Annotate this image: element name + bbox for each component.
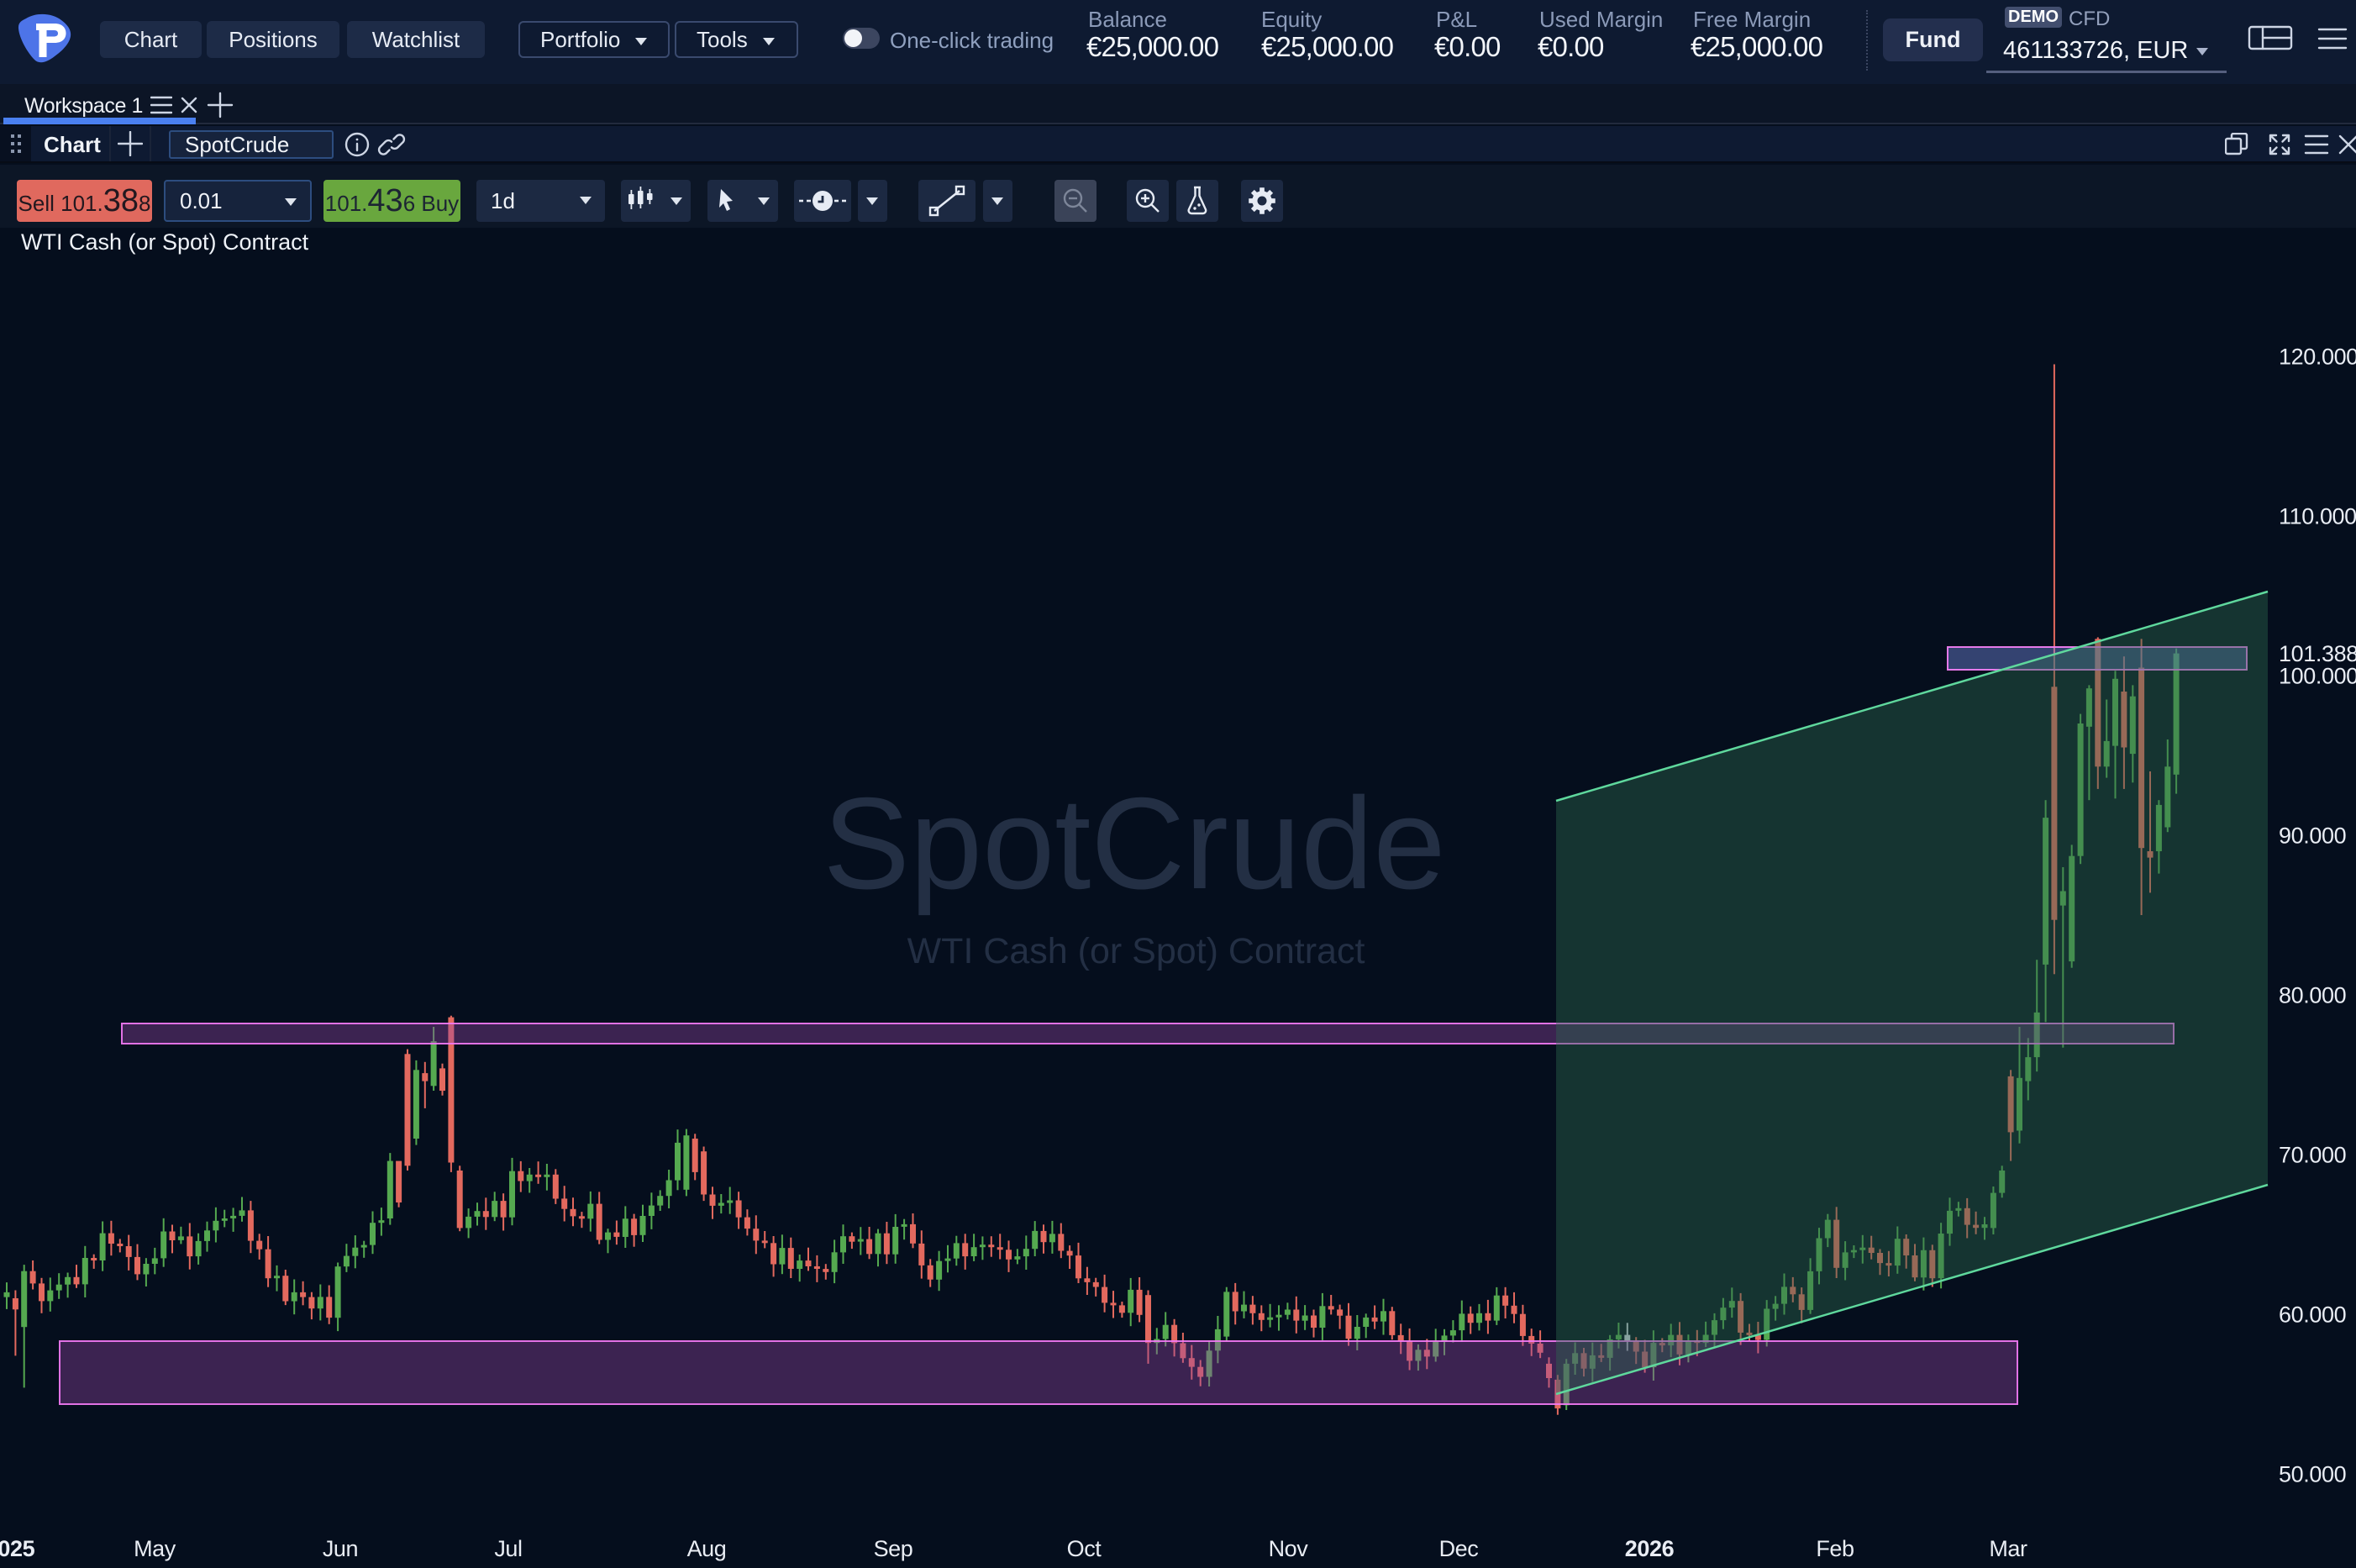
svg-text:SpotCrude: SpotCrude [823,771,1445,916]
svg-text:May: May [134,1536,176,1561]
svg-text:Mar: Mar [1989,1536,2027,1561]
svg-text:Jul: Jul [494,1536,522,1561]
svg-text:WTI Cash (or Spot) Contract: WTI Cash (or Spot) Contract [21,229,309,255]
svg-text:110.000: 110.000 [2279,504,2356,529]
svg-text:Jun: Jun [323,1536,358,1561]
svg-text:100.000: 100.000 [2279,664,2356,689]
svg-text:101.388: 101.388 [2279,641,2356,666]
svg-text:120.000: 120.000 [2279,345,2356,370]
svg-text:50.000: 50.000 [2279,1462,2346,1487]
svg-text:Sep: Sep [874,1536,913,1561]
svg-text:WTI Cash (or Spot) Contract: WTI Cash (or Spot) Contract [907,931,1365,971]
svg-text:80.000: 80.000 [2279,983,2346,1008]
svg-text:70.000: 70.000 [2279,1143,2346,1168]
svg-text:Aug: Aug [687,1536,727,1561]
svg-text:Dec: Dec [1439,1536,1479,1561]
svg-text:Oct: Oct [1067,1536,1102,1561]
svg-text:Feb: Feb [1816,1536,1854,1561]
svg-text:2025: 2025 [0,1536,35,1561]
svg-text:Nov: Nov [1269,1536,1309,1561]
svg-text:90.000: 90.000 [2279,823,2346,849]
svg-text:60.000: 60.000 [2279,1302,2346,1328]
svg-text:2026: 2026 [1625,1536,1675,1561]
